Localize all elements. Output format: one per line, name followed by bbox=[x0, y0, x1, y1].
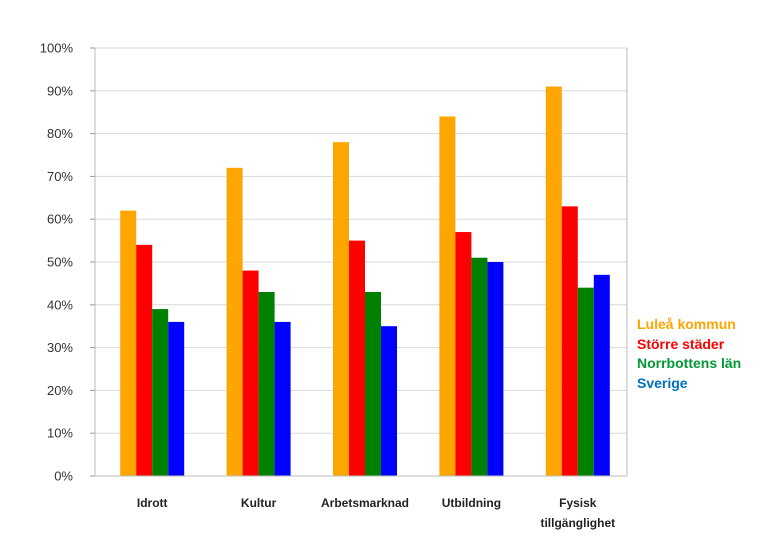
y-tick-label: 20% bbox=[47, 383, 73, 398]
bar-1-1 bbox=[242, 270, 259, 476]
legend: Luleå kommun Större städer Norrbottens län… bbox=[637, 315, 741, 393]
bar-0-0 bbox=[120, 210, 137, 476]
bar-4-0 bbox=[545, 86, 562, 477]
x-category-label: Arbetsmarknad bbox=[321, 496, 409, 510]
y-axis-ticks: 0% 10% 20% 30% 40% 50% 60% 70% 80% 90% 100% bbox=[40, 41, 95, 484]
bar-2-1 bbox=[349, 240, 365, 476]
y-tick-label: 80% bbox=[47, 126, 73, 141]
bar-3-1 bbox=[455, 232, 472, 476]
y-tick-label: 100% bbox=[40, 41, 74, 56]
bar-2-0 bbox=[333, 142, 349, 476]
bar-1-2 bbox=[258, 291, 275, 476]
x-category-label: Kultur bbox=[241, 496, 277, 510]
bar-3-0 bbox=[439, 116, 456, 476]
legend-item: Norrbottens län bbox=[637, 355, 742, 371]
y-tick-label: 60% bbox=[47, 212, 73, 227]
bar-3-3 bbox=[487, 262, 504, 476]
y-tick-label: 0% bbox=[54, 469, 73, 484]
legend-item: Luleå kommun bbox=[637, 316, 736, 332]
y-tick-label: 10% bbox=[47, 426, 73, 441]
bar-2-3 bbox=[381, 326, 397, 476]
x-category-label: tillgänglighet bbox=[540, 516, 615, 530]
bar-4-3 bbox=[593, 274, 610, 476]
bar-0-2 bbox=[152, 309, 169, 476]
bars bbox=[120, 86, 610, 477]
bar-3-2 bbox=[471, 257, 488, 476]
bar-2-2 bbox=[365, 291, 381, 476]
bar-4-2 bbox=[577, 287, 594, 476]
y-tick-label: 40% bbox=[47, 297, 73, 312]
y-tick-label: 30% bbox=[47, 340, 73, 355]
bar-0-3 bbox=[168, 321, 185, 476]
bar-4-1 bbox=[561, 206, 578, 477]
x-axis-labels: Idrott Kultur Arbetsmarknad Utbildning Fysis… bbox=[137, 496, 615, 530]
x-category-label: Idrott bbox=[137, 496, 168, 510]
x-category-label: Utbildning bbox=[442, 496, 501, 510]
bar-0-1 bbox=[136, 244, 153, 476]
y-tick-label: 90% bbox=[47, 83, 73, 98]
y-tick-label: 70% bbox=[47, 169, 73, 184]
bar-1-0 bbox=[226, 167, 243, 476]
legend-item: Sverige bbox=[637, 374, 688, 391]
bar-1-3 bbox=[274, 321, 291, 476]
x-category-label: Fysisk bbox=[559, 496, 597, 510]
y-tick-label: 50% bbox=[47, 255, 73, 270]
legend-item: Större städer bbox=[637, 335, 725, 352]
